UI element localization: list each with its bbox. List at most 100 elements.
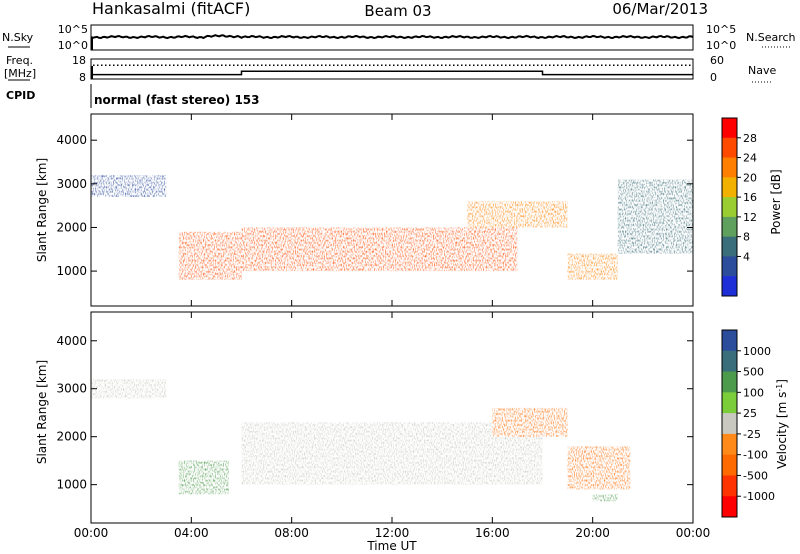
noise-panel: N.Sky 10^5 10^0 10^5 10^0 N.Search	[2, 23, 796, 52]
colorbar-frame	[721, 329, 738, 518]
colorbar-tick-label: 1000	[743, 345, 771, 358]
time-tick-label: 00:00	[676, 526, 711, 540]
cpid-label: CPID	[6, 89, 35, 102]
freq-left-label-line2: [MHz]	[4, 67, 36, 80]
heatmap-cell	[241, 227, 518, 272]
time-tick-label: 16:00	[475, 526, 510, 540]
colorbar-tick-label: 500	[743, 366, 764, 379]
range-tick-label: 2000	[56, 220, 87, 234]
power-yaxis: 4000 3000 2000 1000	[56, 133, 693, 278]
heatmap-cell	[617, 179, 693, 254]
noise-left-tick-high: 10^5	[58, 23, 88, 36]
freq-right-label: Nave	[748, 64, 776, 77]
noise-sky-trace	[90, 34, 694, 40]
noise-left-label: N.Sky	[2, 31, 34, 44]
power-ylabel: Slant Range [km]	[35, 158, 49, 262]
freq-right-tick-low: 0	[710, 71, 717, 84]
velocity-ylabel: Slant Range [km]	[35, 360, 49, 464]
freq-panel: Freq. [MHz] 18 8 60 0 Nave	[4, 54, 776, 84]
freq-right-tick-high: 60	[710, 54, 724, 67]
colorbar-swatch	[722, 392, 737, 414]
colorbar-swatch	[722, 475, 737, 497]
colorbar-tick-label: -25	[743, 428, 761, 441]
freq-left-tick-high: 18	[72, 54, 86, 67]
colorbar-swatch	[722, 454, 737, 476]
range-tick-label: 4000	[56, 334, 87, 348]
colorbar-swatch	[722, 371, 737, 393]
colorbar-tick-label: 8	[743, 231, 750, 244]
noise-right-tick-low: 10^0	[706, 39, 736, 52]
time-tick-label: 04:00	[174, 526, 209, 540]
colorbar-frame	[721, 117, 738, 297]
range-tick-label: 2000	[56, 430, 87, 444]
time-tick-label: 08:00	[274, 526, 309, 540]
range-tick-label: 3000	[56, 382, 87, 396]
heatmap-cell	[178, 231, 242, 280]
freq-left-label-line1: Freq.	[6, 54, 33, 67]
heatmap-cell	[567, 446, 631, 490]
power-panel: 4000 3000 2000 1000 Slant Range [km] 28 24 20…	[35, 113, 783, 307]
velocity-colorbar-label: Velocity [m s-1]	[775, 379, 790, 469]
heatmap-cell	[592, 494, 618, 502]
time-tick-label: 12:00	[375, 526, 410, 540]
colorbar-tick-label: 4	[743, 250, 750, 263]
colorbar-swatch	[722, 216, 737, 238]
date-title: 06/Mar/2013	[612, 0, 708, 18]
colorbar-swatch	[722, 350, 737, 373]
range-tick-label: 1000	[56, 478, 87, 492]
colorbar-swatch	[722, 197, 737, 218]
colorbar-swatch	[722, 118, 737, 139]
colorbar-swatch	[722, 137, 737, 159]
power-heatmap	[91, 175, 693, 280]
colorbar-tick-label: 25	[743, 407, 757, 420]
colorbar-tick-label: 100	[743, 386, 764, 399]
velocity-colorbar-label-sup: -1	[775, 384, 784, 392]
power-colorbar-label: Power [dB]	[769, 169, 783, 234]
range-tick-label: 1000	[56, 264, 87, 278]
colorbar-tick-label: 12	[743, 211, 757, 224]
colorbar-tick-label: -100	[743, 449, 768, 462]
colorbar-tick-label: 28	[743, 132, 757, 145]
time-axis: 00:00 04:00 08:00 12:00 16:00 20:00 00:00	[74, 114, 711, 540]
colorbar-swatch	[722, 236, 737, 257]
colorbar-tick-label: -1000	[743, 490, 775, 503]
colorbar-swatch	[722, 157, 737, 178]
heatmap-cell	[567, 253, 618, 280]
velocity-colorbar: 1000 500 100 25 -25 -100 -500 -1000	[721, 329, 775, 518]
velocity-yaxis: 4000 3000 2000 1000	[56, 334, 693, 492]
heatmap-cell	[467, 201, 568, 228]
velocity-colorbar-label-end: ]	[775, 379, 789, 384]
heatmap-cell	[91, 175, 167, 197]
time-tick-label: 20:00	[575, 526, 610, 540]
colorbar-swatch	[722, 177, 737, 198]
colorbar-swatch	[722, 496, 737, 518]
colorbar-swatch	[722, 330, 737, 352]
xaxis-label: Time UT	[366, 539, 417, 553]
velocity-colorbar-label-main: Velocity [m s	[775, 392, 789, 469]
colorbar-swatch	[722, 276, 737, 297]
power-colorbar: 28 24 20 16 12 8 4	[721, 117, 757, 297]
colorbar-swatch	[722, 256, 737, 277]
cpid-mode-text: normal (fast stereo) 153	[94, 93, 260, 107]
colorbar-swatch	[722, 413, 737, 435]
colorbar-tick-label: 16	[743, 191, 757, 204]
colorbar-tick-label: 20	[743, 171, 757, 184]
range-tick-label: 3000	[56, 177, 87, 191]
velocity-panel: 4000 3000 2000 1000 Slant Range [km] 1000 50…	[35, 311, 790, 524]
time-tick-label: 00:00	[74, 526, 109, 540]
heatmap-cell	[91, 379, 167, 399]
range-tick-label: 4000	[56, 133, 87, 147]
noise-left-tick-low: 10^0	[58, 39, 88, 52]
station-title: Hankasalmi (fitACF)	[92, 0, 250, 18]
beam-title: Beam 03	[364, 2, 431, 20]
noise-right-tick-high: 10^5	[706, 23, 736, 36]
colorbar-swatch	[722, 433, 737, 456]
cpid-panel: CPID normal (fast stereo) 153	[6, 84, 260, 108]
freq-left-tick-low: 8	[79, 71, 86, 84]
freq-panel-frame	[90, 58, 694, 80]
colorbar-tick-label: 24	[743, 152, 757, 165]
frequency-trace	[91, 70, 693, 76]
velocity-heatmap	[91, 379, 631, 502]
colorbar-tick-label: -500	[743, 469, 768, 482]
